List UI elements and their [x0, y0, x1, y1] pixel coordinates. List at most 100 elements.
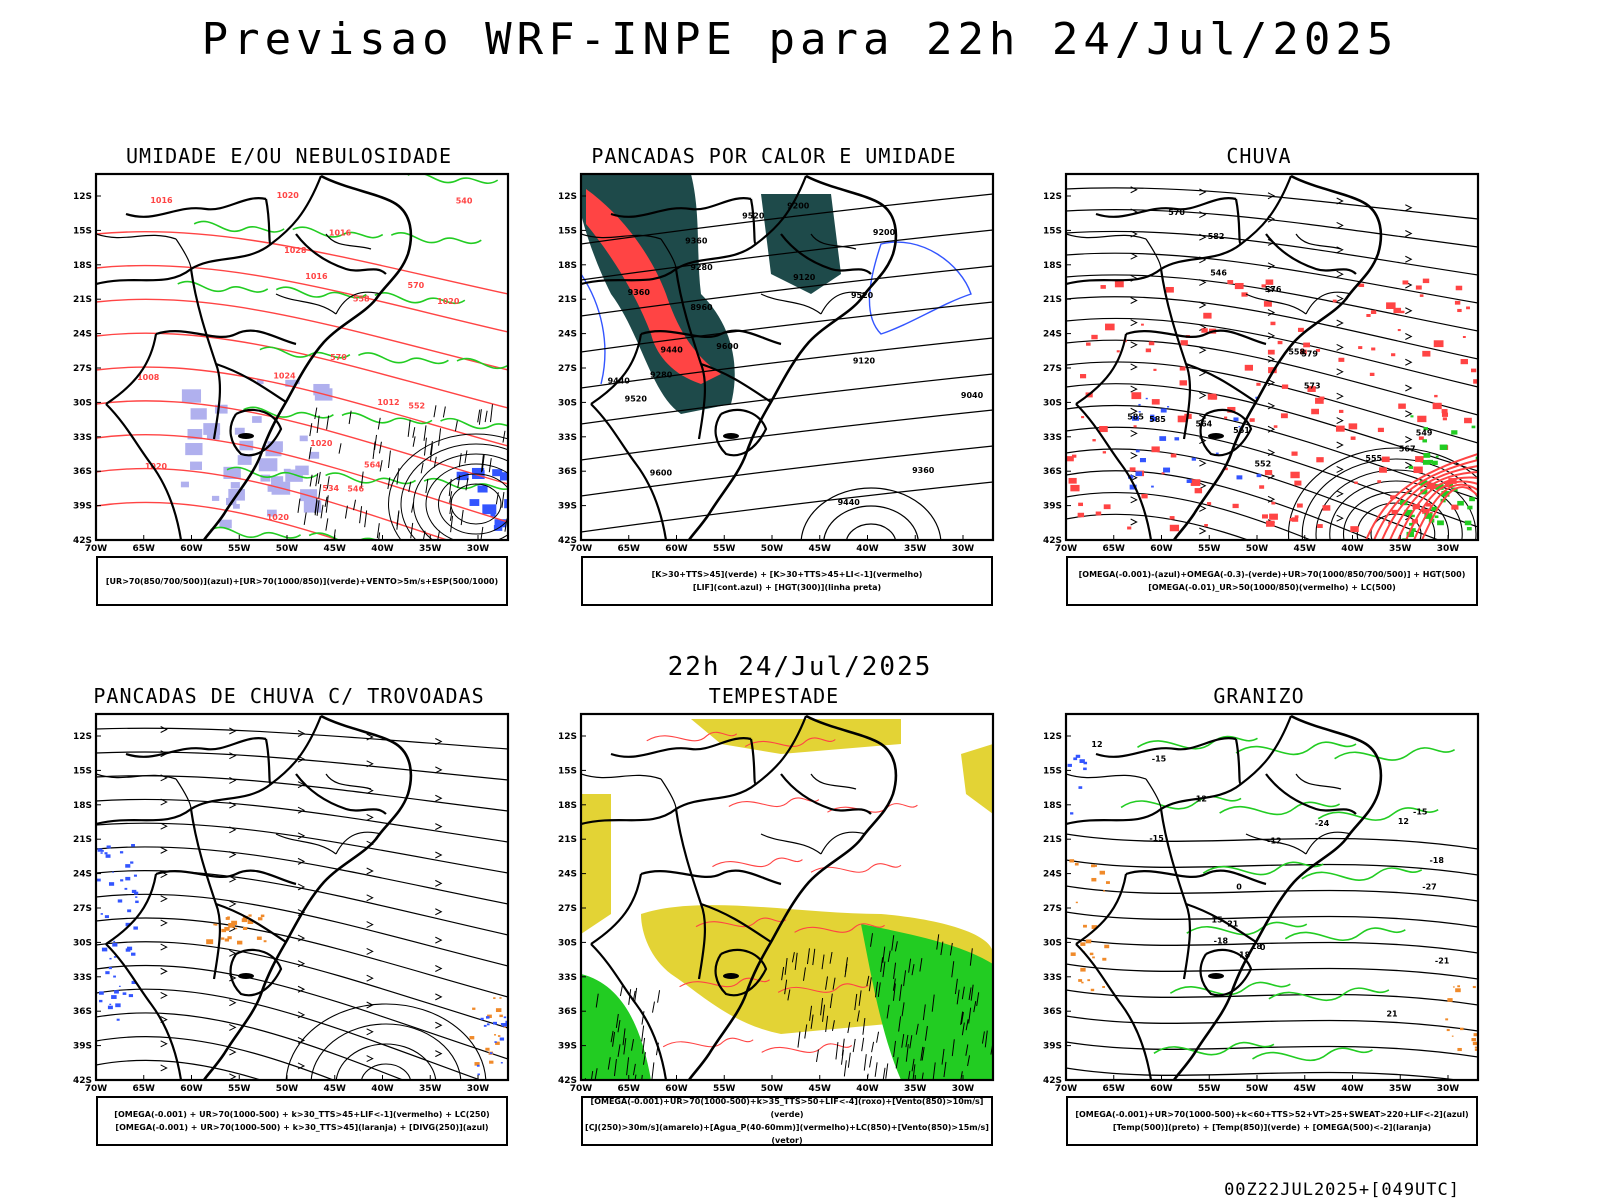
- contour-label: 585: [1149, 415, 1166, 424]
- shaded-cell: [1271, 501, 1276, 505]
- wind-vector: [641, 1025, 645, 1042]
- wind-vector: [887, 950, 891, 963]
- flow-arrow: [1336, 295, 1344, 303]
- shaded-cell: [1335, 425, 1345, 432]
- jet-area: [961, 744, 993, 814]
- border-line: [674, 268, 707, 440]
- shaded-cell: [1141, 323, 1144, 326]
- legend-box: [OMEGA(-0.001)+UR>70(1000-500)+k>35_TTS>…: [581, 1096, 993, 1146]
- border-line: [155, 329, 297, 346]
- contour-label: 558: [1288, 348, 1305, 357]
- wind-vector: [449, 491, 453, 503]
- shaded-cell: [313, 383, 330, 396]
- contour-label: 555: [1365, 454, 1382, 463]
- latitude-label: 36S: [558, 1007, 577, 1017]
- latitude-label: 24S: [1043, 330, 1062, 340]
- contour-label: 1016: [150, 196, 173, 205]
- shaded-cell: [1307, 386, 1316, 392]
- longitude-label: 45W: [324, 1084, 347, 1094]
- contour-line: [96, 869, 508, 936]
- shaded-cell: [1460, 1027, 1464, 1031]
- shaded-cell: [1448, 478, 1457, 484]
- wind-vector: [642, 1037, 646, 1054]
- latitude-label: 42S: [558, 536, 577, 546]
- contour-label: 570: [1168, 208, 1185, 217]
- wind-vector: [480, 526, 484, 540]
- temp850-contour: [1202, 861, 1324, 876]
- shaded-cell: [225, 917, 230, 920]
- contour-line: [96, 798, 508, 843]
- shaded-cell: [1089, 952, 1094, 956]
- shaded-cell: [1244, 364, 1254, 371]
- latitude-label: 18S: [1043, 261, 1062, 271]
- shaded-cell: [497, 1035, 501, 1037]
- border-line: [590, 403, 668, 540]
- shaded-cell: [486, 1023, 490, 1026]
- contour-label: -15: [1149, 834, 1164, 843]
- shaded-cell: [187, 429, 203, 440]
- temp500-contour: [1066, 911, 1478, 928]
- height-contour: [581, 193, 993, 245]
- shaded-cell: [237, 455, 252, 465]
- contour-line: [1066, 339, 1478, 416]
- shaded-cell: [1449, 483, 1454, 487]
- wind-vector: [502, 430, 506, 443]
- shaded-cell: [242, 926, 248, 930]
- border-line: [780, 773, 872, 815]
- border-line: [1234, 738, 1243, 786]
- shaded-cell: [96, 878, 101, 882]
- contour-label: 582: [1208, 232, 1225, 241]
- latitude-label: 27S: [1043, 904, 1062, 914]
- latitude-label: 39S: [73, 1042, 92, 1052]
- shaded-cell: [235, 927, 238, 930]
- latitude-label: 18S: [73, 801, 92, 811]
- omega-contour: [1381, 465, 1478, 540]
- temp500-contour: [1066, 885, 1478, 902]
- wind-vector: [960, 1011, 964, 1025]
- longitude-label: 65W: [133, 544, 156, 554]
- longitude-label: 30W: [952, 1084, 975, 1094]
- border-line: [749, 198, 758, 246]
- omega-contour: [1389, 471, 1478, 540]
- shaded-cell: [1431, 506, 1438, 512]
- flow-arrow: [366, 921, 374, 929]
- shaded-cell: [489, 1060, 494, 1064]
- shaded-cell: [469, 1036, 475, 1040]
- wind-vector: [348, 410, 352, 425]
- shaded-cell: [1150, 417, 1157, 422]
- shaded-cell: [1067, 763, 1072, 767]
- flow-arrow: [1130, 452, 1138, 459]
- state-border: [1295, 773, 1342, 790]
- contour-label: -27: [1422, 882, 1436, 891]
- flow-arrow: [435, 965, 443, 972]
- longitude-label: 55W: [228, 544, 251, 554]
- shaded-cell: [1169, 524, 1180, 532]
- wind-vector: [338, 443, 342, 454]
- shaded-cell: [1070, 952, 1076, 956]
- contour-line: [1066, 317, 1478, 388]
- omega-contour: [1405, 480, 1478, 540]
- shaded-cell: [1441, 491, 1450, 497]
- shaded-cell: [100, 852, 103, 854]
- state-border: [1245, 833, 1307, 855]
- shaded-cell: [499, 1037, 505, 1041]
- wind-vector: [835, 1042, 839, 1060]
- state-border: [1305, 831, 1352, 855]
- shaded-cell: [131, 980, 137, 985]
- shaded-cell: [1315, 397, 1324, 404]
- wind-vector: [921, 1047, 925, 1061]
- shaded-cell: [1080, 942, 1086, 946]
- contour-label: 1024: [273, 371, 296, 380]
- shaded-cell: [1391, 353, 1396, 357]
- shaded-cell: [1138, 403, 1141, 406]
- map-frame: [94, 712, 510, 1082]
- shaded-cell: [1227, 406, 1236, 413]
- longitude-label: 45W: [809, 1084, 832, 1094]
- shaded-cell: [1179, 366, 1186, 371]
- shaded-cell: [1103, 504, 1111, 510]
- shaded-cell: [1201, 328, 1208, 333]
- wind-vector: [797, 1031, 801, 1048]
- shaded-cell: [98, 991, 104, 995]
- shaded-cell: [1415, 456, 1424, 463]
